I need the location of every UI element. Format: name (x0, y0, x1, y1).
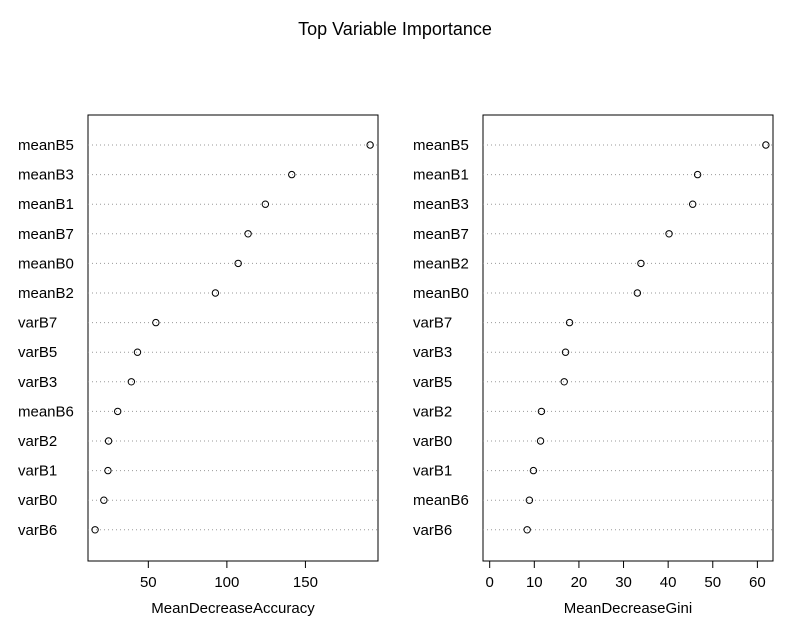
x-tick-label: 0 (486, 574, 494, 591)
x-tick-label: 60 (749, 574, 766, 591)
category-label: meanB0 (18, 255, 74, 272)
data-point (234, 259, 242, 268)
plot-frame (87, 114, 379, 562)
category-label: varB3 (18, 374, 57, 391)
data-point (565, 318, 574, 327)
x-tick-label: 40 (660, 574, 677, 591)
figure-title: Top Variable Importance (298, 19, 492, 39)
data-point (529, 466, 538, 475)
data-point (261, 200, 270, 208)
x-axis-label: MeanDecreaseAccuracy (151, 600, 315, 617)
category-label: varB6 (18, 522, 57, 539)
gini-dotchart-panel: meanB5 meanB1 meanB3 meanB7 meanB2 meanB0 varB… (413, 114, 774, 617)
category-label: meanB1 (18, 196, 74, 213)
data-point (113, 407, 122, 416)
x-tick-label: 50 (704, 574, 721, 591)
x-tick-label: 100 (214, 574, 239, 591)
data-point (104, 437, 113, 445)
category-label: varB5 (413, 374, 452, 391)
data-point (366, 141, 374, 149)
data-point (637, 259, 645, 268)
x-tick-label: 30 (615, 574, 632, 591)
category-label: varB2 (413, 403, 452, 420)
data-point (104, 466, 112, 475)
data-point (560, 378, 568, 386)
category-label: varB7 (413, 315, 452, 332)
x-axis-label: MeanDecreaseGini (564, 600, 692, 617)
data-point (288, 170, 296, 179)
category-label: varB1 (413, 463, 452, 480)
plot-frame (482, 114, 774, 562)
category-label: varB0 (18, 492, 57, 509)
data-point (536, 437, 545, 445)
category-label: meanB3 (413, 196, 469, 213)
category-label: meanB5 (18, 137, 74, 154)
category-label: meanB2 (18, 285, 74, 302)
data-point (762, 141, 770, 149)
data-point (127, 378, 136, 386)
data-point (537, 407, 546, 416)
x-tick-label: 20 (571, 574, 588, 591)
category-label: meanB6 (413, 492, 469, 509)
category-label: meanB2 (413, 255, 469, 272)
category-label: meanB5 (413, 137, 469, 154)
category-label: meanB0 (413, 285, 469, 302)
category-label: meanB7 (18, 226, 74, 243)
data-point (688, 200, 697, 208)
x-tick-label: 150 (293, 574, 318, 591)
category-label: meanB6 (18, 403, 74, 420)
category-label: varB6 (413, 522, 452, 539)
category-label: meanB3 (18, 167, 74, 184)
category-label: varB3 (413, 344, 452, 361)
category-label: varB2 (18, 433, 57, 450)
data-point (133, 348, 142, 356)
data-point (665, 230, 673, 238)
category-label: varB7 (18, 315, 57, 332)
data-point (693, 170, 702, 179)
category-label: varB5 (18, 344, 57, 361)
data-point (525, 496, 534, 504)
data-point (633, 289, 642, 297)
data-point (211, 289, 220, 297)
data-point (91, 526, 99, 534)
category-label: varB1 (18, 463, 57, 480)
category-label: varB0 (413, 433, 452, 450)
x-tick-label: 50 (140, 574, 157, 591)
data-point (523, 526, 531, 534)
data-point (152, 318, 160, 327)
category-label: meanB1 (413, 167, 469, 184)
data-point (100, 496, 108, 504)
data-point (561, 348, 570, 356)
accuracy-dotchart-panel: meanB5 meanB3 meanB1 meanB7 meanB0 meanB2 varB… (18, 114, 379, 617)
x-tick-label: 10 (526, 574, 543, 591)
data-point (244, 230, 252, 238)
category-label: meanB7 (413, 226, 469, 243)
